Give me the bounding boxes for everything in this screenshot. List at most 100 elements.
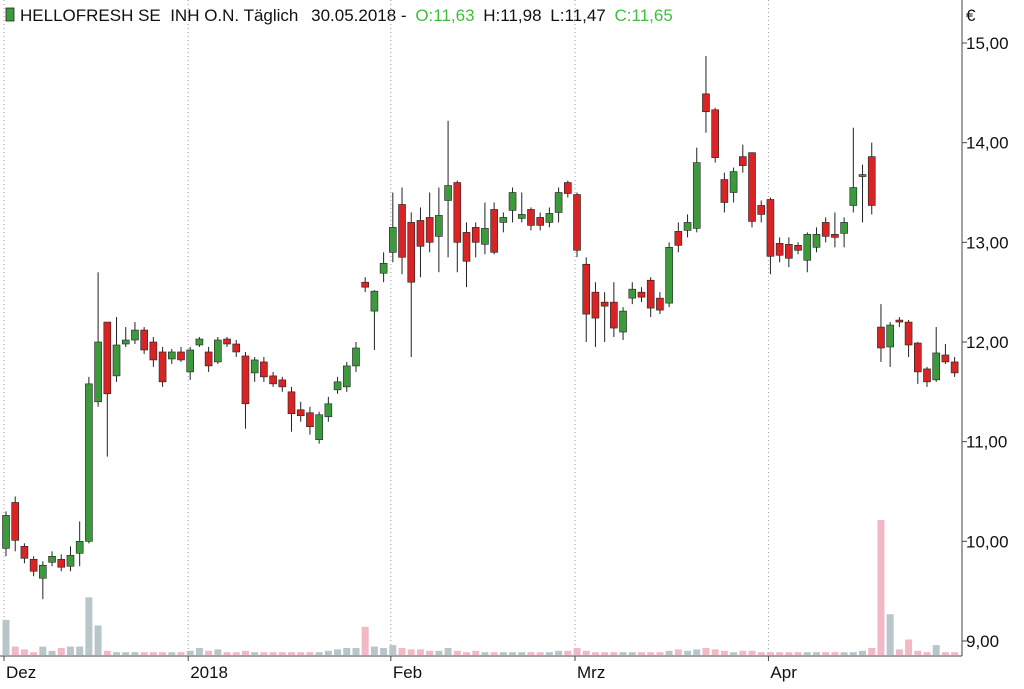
candle-body [333,381,342,391]
candle-body [490,209,498,253]
candle-body [738,156,747,166]
volume-bar [131,652,139,655]
candle-body [103,321,112,395]
candle-body [287,391,296,415]
volume-bar [389,645,397,655]
candle-body [112,344,121,377]
candle-body [379,262,388,274]
volume-bar [776,652,784,655]
candle-body [121,339,130,345]
candle-body [269,375,277,385]
volume-bar [951,652,959,655]
volume-bar [499,652,507,655]
volume-bar [684,650,692,655]
candle-body [692,162,701,229]
candle-body [94,341,102,403]
volume-bar [297,652,305,655]
quote-low: L:11,47 [550,6,605,25]
y-tick-label: 12,00 [966,333,1009,352]
quote-date: 30.05.2018 - [311,6,406,25]
candle-body [20,546,29,559]
volume-bar [334,649,342,655]
volume-bar [868,647,876,655]
volume-bar [57,647,65,655]
volume-bar [288,652,296,655]
y-tick-label: 15,00 [966,34,1009,53]
chart-title: HELLOFRESH SE INH O.N. Täglich [20,6,298,25]
candle-body [637,291,646,298]
volume-bar [831,652,839,655]
y-tick-label: 9,00 [966,632,999,651]
candle-body [646,279,655,309]
volume-bar [905,639,913,655]
volume-bar [573,647,581,655]
volume-bar [94,625,102,655]
candle-body [683,222,692,231]
candle-body [481,228,489,245]
volume-bar [30,652,38,655]
candle-body [527,209,535,226]
volume-bar [20,649,28,655]
candle-body [352,347,360,367]
volume-bar [509,652,517,655]
volume-bar [195,647,203,655]
candle-body [425,217,434,243]
volume-bar [168,652,176,655]
volume-bar [748,650,756,655]
candle-body [628,288,637,299]
candle-body [296,409,305,417]
candle-body [131,329,139,341]
candle-body [167,351,176,360]
volume-bar [601,652,609,655]
candle-body [499,217,508,223]
volume-bar [48,650,56,655]
candle-body [416,220,425,247]
candle-body [186,349,194,373]
volume-bar [555,650,563,655]
candle-body [821,222,830,237]
volume-bar [527,652,535,655]
volume-bar [444,647,452,655]
candle-body [895,319,904,323]
volume-bar [177,652,185,655]
volume-bar [398,647,406,655]
volume-bar [205,650,213,655]
volume-bar [481,652,489,655]
candle-body [2,515,10,549]
volume-bar [582,650,590,655]
volume-bar [39,646,47,655]
volume-bar [66,646,74,655]
volume-bar [149,652,157,655]
volume-bar [794,652,802,655]
volume-bar [223,652,231,655]
candle-body [57,558,66,568]
candle-body [214,339,222,363]
volume-bar [407,649,415,655]
volume-bar [886,614,894,655]
volume-bar [711,649,719,655]
candle-body [858,174,867,177]
volume-bar [656,652,664,655]
volume-bar [739,650,747,655]
candle-body [149,341,158,361]
volume-bar [11,646,19,655]
volume-bar [490,652,498,655]
volume-bar [306,652,314,655]
volume-bar [730,652,738,655]
volume-bar [564,650,572,655]
candle-body [140,329,148,351]
volume-bar [103,650,111,655]
legend-icon [5,7,15,22]
volume-bar [315,652,323,655]
volume-bar [122,652,130,655]
candle-body [453,182,462,243]
volume-bar [702,647,710,655]
candle-body [444,185,452,201]
candle-body [610,301,618,329]
volume-bar [536,652,544,655]
candle-body [241,355,250,405]
y-tick-label: 13,00 [966,233,1009,252]
volume-bar [518,652,526,655]
volume-bar [85,597,93,655]
